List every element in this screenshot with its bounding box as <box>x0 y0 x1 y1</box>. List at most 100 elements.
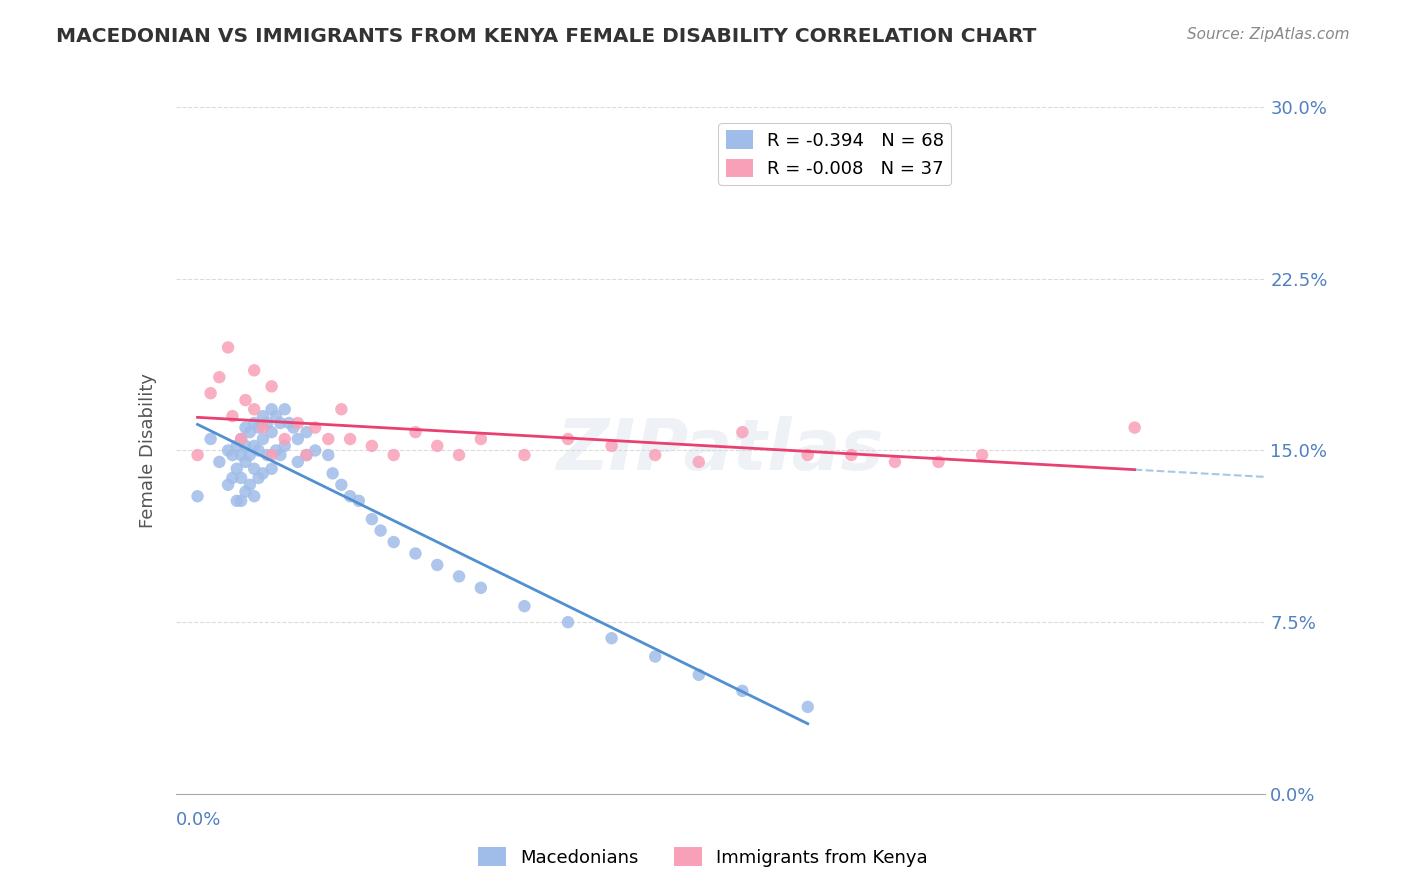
Point <box>318 432 340 446</box>
Point <box>274 432 297 446</box>
Point <box>256 448 278 462</box>
Legend: R = -0.394   N = 68, R = -0.008   N = 37: R = -0.394 N = 68, R = -0.008 N = 37 <box>718 123 952 186</box>
Point <box>884 455 907 469</box>
Point <box>231 471 253 485</box>
Point <box>304 420 326 434</box>
Point <box>405 425 427 439</box>
Point <box>283 420 305 434</box>
Text: ZIPatlas: ZIPatlas <box>557 416 884 485</box>
Point <box>688 455 710 469</box>
Point <box>269 416 291 430</box>
Point <box>287 432 309 446</box>
Point <box>360 439 382 453</box>
Point <box>239 448 262 462</box>
Point <box>287 416 309 430</box>
Point <box>235 439 257 453</box>
Point <box>600 631 623 645</box>
Point <box>644 448 666 462</box>
Point <box>247 420 270 434</box>
Point <box>470 581 492 595</box>
Point <box>426 439 449 453</box>
Point <box>235 393 257 408</box>
Point <box>247 471 270 485</box>
Point <box>235 455 257 469</box>
Point <box>513 448 536 462</box>
Point <box>200 432 222 446</box>
Point <box>256 416 278 430</box>
Point <box>382 535 405 549</box>
Point <box>243 402 266 417</box>
Point <box>339 432 361 446</box>
Point <box>208 455 231 469</box>
Point <box>295 425 318 439</box>
Point <box>260 425 283 439</box>
Point <box>186 448 209 462</box>
Point <box>200 386 222 401</box>
Point <box>221 448 243 462</box>
Text: MACEDONIAN VS IMMIGRANTS FROM KENYA FEMALE DISABILITY CORRELATION CHART: MACEDONIAN VS IMMIGRANTS FROM KENYA FEMA… <box>56 27 1036 45</box>
Point <box>322 467 344 481</box>
Point <box>225 439 247 453</box>
Point <box>252 432 274 446</box>
Point <box>239 425 262 439</box>
Point <box>264 443 287 458</box>
Point <box>225 462 247 476</box>
Point <box>217 478 239 492</box>
Point <box>470 432 492 446</box>
Point <box>796 448 818 462</box>
Point <box>970 448 993 462</box>
Point <box>243 363 266 377</box>
Y-axis label: Female Disability: Female Disability <box>139 373 157 528</box>
Point <box>239 478 262 492</box>
Point <box>274 402 297 417</box>
Point <box>382 448 405 462</box>
Point <box>405 546 427 561</box>
Point <box>231 432 253 446</box>
Point <box>235 484 257 499</box>
Point <box>644 649 666 664</box>
Point <box>260 379 283 393</box>
Point <box>360 512 382 526</box>
Point <box>928 455 950 469</box>
Point <box>252 467 274 481</box>
Point <box>731 683 754 698</box>
Point <box>287 455 309 469</box>
Point <box>231 493 253 508</box>
Point <box>217 443 239 458</box>
Point <box>513 599 536 614</box>
Point <box>231 432 253 446</box>
Point <box>278 416 301 430</box>
Point <box>557 615 579 630</box>
Point <box>221 409 243 424</box>
Legend: Macedonians, Immigrants from Kenya: Macedonians, Immigrants from Kenya <box>471 840 935 874</box>
Point <box>1123 420 1146 434</box>
Point <box>688 668 710 682</box>
Point <box>295 448 318 462</box>
Text: Source: ZipAtlas.com: Source: ZipAtlas.com <box>1187 27 1350 42</box>
Point <box>295 448 318 462</box>
Point <box>274 439 297 453</box>
Point <box>557 432 579 446</box>
Point <box>370 524 392 538</box>
Point <box>330 478 353 492</box>
Point <box>243 489 266 503</box>
Point <box>318 448 340 462</box>
Point <box>221 471 243 485</box>
Point <box>252 409 274 424</box>
Point <box>208 370 231 384</box>
Point <box>231 448 253 462</box>
Point <box>235 420 257 434</box>
Point <box>269 448 291 462</box>
Point <box>731 425 754 439</box>
Point <box>339 489 361 503</box>
Point <box>243 416 266 430</box>
Point <box>447 569 470 583</box>
Point <box>247 443 270 458</box>
Point <box>796 699 818 714</box>
Point <box>260 448 283 462</box>
Point <box>260 402 283 417</box>
Point <box>243 439 266 453</box>
Point <box>243 462 266 476</box>
Text: 0.0%: 0.0% <box>176 811 221 829</box>
Point <box>304 443 326 458</box>
